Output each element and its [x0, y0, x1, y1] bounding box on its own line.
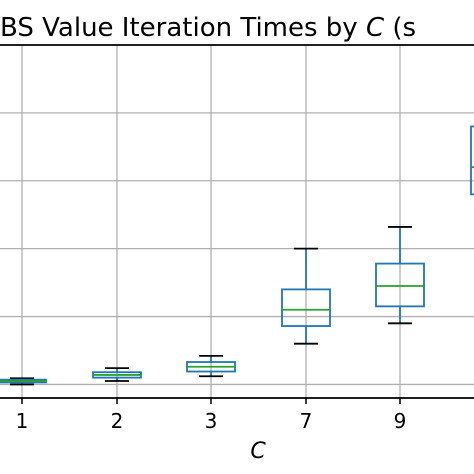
x-tick-label: 2	[111, 409, 124, 433]
box-group	[0, 377, 47, 386]
box	[470, 125, 474, 196]
x-axis-label: C	[250, 439, 266, 464]
box	[375, 262, 425, 308]
box-group	[186, 355, 236, 378]
boxes	[0, 125, 474, 386]
x-tick-labels: 1237911	[16, 409, 407, 433]
box	[281, 288, 331, 327]
box-group	[470, 125, 474, 196]
box-group	[281, 247, 331, 345]
x-tick-label: 7	[300, 409, 313, 433]
x-tick-label: 1	[16, 409, 29, 433]
x-tick-label: 9	[394, 409, 407, 433]
x-tick-label: 3	[205, 409, 218, 433]
chart-title: BS Value Iteration Times by C (s	[0, 13, 416, 43]
box-group	[92, 367, 142, 382]
box-group	[375, 226, 425, 325]
grid	[0, 45, 474, 398]
plot-frame	[0, 44, 474, 404]
